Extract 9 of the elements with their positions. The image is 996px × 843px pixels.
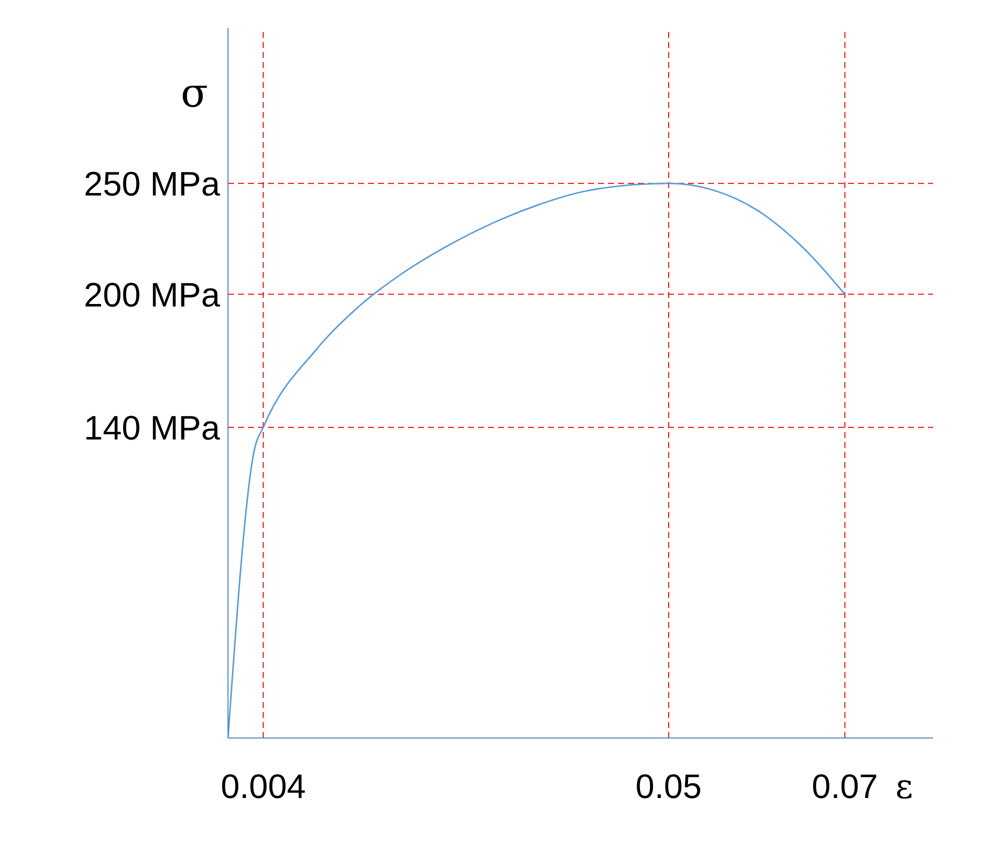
x-axis-title: ε (895, 767, 913, 807)
y-axis-title: σ (180, 70, 208, 116)
y-tick-label: 200 MPa (84, 276, 220, 314)
x-tick-label: 0.004 (220, 768, 306, 806)
x-tick-label: 0.07 (812, 768, 878, 806)
y-tick-label: 140 MPa (84, 409, 220, 448)
x-tick-label: 0.05 (636, 768, 702, 806)
line-series (228, 182, 846, 738)
y-tick-label: 250 MPa (84, 165, 220, 204)
